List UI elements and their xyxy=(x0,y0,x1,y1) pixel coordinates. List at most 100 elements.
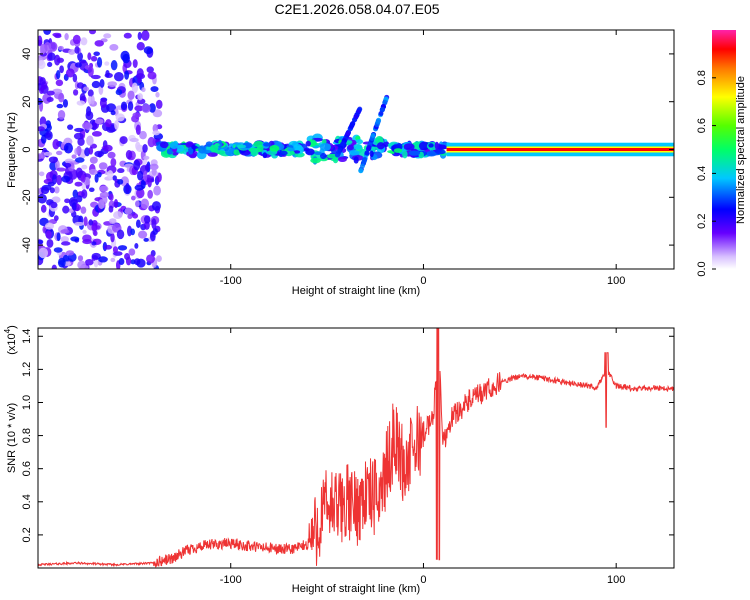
spectrogram-blob xyxy=(418,141,430,151)
spectrogram-blob xyxy=(57,257,66,268)
spectrogram-blob xyxy=(142,144,148,153)
spectrogram-marks xyxy=(38,30,674,269)
colorbar-tick-label: 0.6 xyxy=(696,118,708,133)
spectrogram-blob xyxy=(147,136,156,148)
spectrogram-blob xyxy=(74,157,85,163)
spectrogram-blob xyxy=(364,150,370,156)
spectrogram-blob xyxy=(198,145,207,154)
spectrogram-xtick-label: 0 xyxy=(420,275,426,287)
spectrogram-blob xyxy=(90,55,98,62)
spectrogram-blob xyxy=(91,241,97,246)
spectrogram-blob xyxy=(117,178,124,185)
spectrogram-blob xyxy=(55,79,64,87)
spectrogram-blob xyxy=(305,140,311,147)
spectrogram-ytick-label: 0 xyxy=(21,146,33,152)
spectrogram-blob xyxy=(110,157,117,167)
spectrogram-blob xyxy=(143,155,150,160)
spectrogram-blob xyxy=(250,148,259,157)
spectrogram-blob xyxy=(110,110,116,116)
spectrogram-ytick-label: -20 xyxy=(21,189,33,205)
spectrogram-blob xyxy=(38,126,45,132)
spectrogram-blob xyxy=(38,153,44,160)
spectrogram-blob xyxy=(60,236,69,243)
spectrogram-blob xyxy=(137,170,144,181)
spectrogram-blob xyxy=(67,124,74,130)
spectrogram-blob xyxy=(365,146,371,152)
spectrogram-blob xyxy=(146,254,156,264)
spectrogram-blob xyxy=(151,218,157,230)
spectrogram-blob xyxy=(289,150,295,156)
spectrogram-blob xyxy=(51,264,57,269)
spectrogram-blob xyxy=(349,121,355,127)
spectrogram-blob xyxy=(375,119,381,125)
spectrogram-blob xyxy=(124,253,131,261)
spectrogram-blob xyxy=(50,201,58,209)
spectrogram-blob xyxy=(136,42,145,51)
spectrogram-blob xyxy=(70,236,80,242)
snr-frame xyxy=(37,327,675,569)
spectrogram-ylabel: Frequency (Hz) xyxy=(6,112,18,188)
tone-band-core xyxy=(446,148,674,151)
colorbar-tick-label: 0.4 xyxy=(696,166,708,181)
spectrogram-blob xyxy=(287,147,295,152)
spectrogram-blob xyxy=(141,30,150,41)
spectrogram-ytick-label: 40 xyxy=(21,48,33,60)
spectrogram-blob xyxy=(74,181,83,187)
snr-xlabel: Height of straight line (km) xyxy=(292,583,420,595)
spectrogram-blob xyxy=(104,244,113,250)
spectrogram-blob xyxy=(112,246,119,254)
spectrogram-blob xyxy=(53,215,59,221)
spectrogram-blob xyxy=(98,256,108,263)
colorbar-ticks xyxy=(712,77,716,270)
spectrogram-blob xyxy=(147,71,157,80)
spectrogram-blob xyxy=(256,144,264,153)
spectrogram-blob xyxy=(172,152,179,156)
spectrogram-blob xyxy=(93,259,99,268)
spectrogram-blob xyxy=(155,91,160,98)
spectrogram-blob xyxy=(77,52,83,61)
spectrogram-blob xyxy=(48,156,58,164)
spectrogram-blob xyxy=(347,144,354,151)
spectrogram-blob xyxy=(38,193,47,204)
spectrogram-blob xyxy=(353,156,359,164)
spectrogram-blob xyxy=(38,247,49,259)
spectrogram-blob xyxy=(130,228,136,236)
spectrogram-blob xyxy=(58,45,64,51)
spectrogram-blob xyxy=(81,189,88,199)
spectrogram-blob xyxy=(104,61,110,66)
spectrogram-blob xyxy=(191,144,196,150)
spectrogram-blob xyxy=(123,32,132,39)
spectrogram-blob xyxy=(44,222,55,230)
spectrogram-blob xyxy=(62,205,70,214)
spectrogram-blob xyxy=(135,219,141,228)
spectrogram-blob xyxy=(321,138,327,145)
spectrogram-blob xyxy=(156,255,162,263)
spectrogram-blob xyxy=(39,77,46,85)
spectrogram-blob xyxy=(133,159,141,171)
spectrogram-blob xyxy=(38,59,46,70)
spectrogram-blob xyxy=(65,250,75,256)
spectrogram-blob xyxy=(60,229,70,234)
snr-panel: -100 0 100 0.2 0.4 0.6 0.8 1.0 1.2 1.4 H… xyxy=(3,325,675,595)
spectrogram-blob xyxy=(53,247,63,253)
spectrogram-blob xyxy=(140,198,150,210)
spectrogram-blob xyxy=(65,68,75,78)
snr-ylabel: SNR (10 * v/v) xyxy=(6,403,18,473)
spectrogram-blob xyxy=(76,100,86,106)
spectrogram-blob xyxy=(139,130,147,140)
spectrogram-blob xyxy=(236,144,247,149)
spectrogram-blob xyxy=(293,143,303,153)
spectrogram-blob xyxy=(428,143,434,148)
spectrogram-blob xyxy=(99,185,109,192)
spectrogram-blob xyxy=(320,152,327,160)
spectrogram-blob xyxy=(137,31,142,41)
spectrogram-xtick-label: -100 xyxy=(220,275,242,287)
spectrogram-blob xyxy=(96,171,102,178)
spectrogram-blob xyxy=(128,248,136,256)
spectrogram-blob xyxy=(245,143,252,148)
spectrogram-blob xyxy=(91,252,101,260)
spectrogram-blob xyxy=(61,175,71,183)
snr-multiplier-close: ) xyxy=(6,325,18,329)
spectrogram-blob xyxy=(56,232,61,242)
spectrogram-blob xyxy=(54,159,60,171)
